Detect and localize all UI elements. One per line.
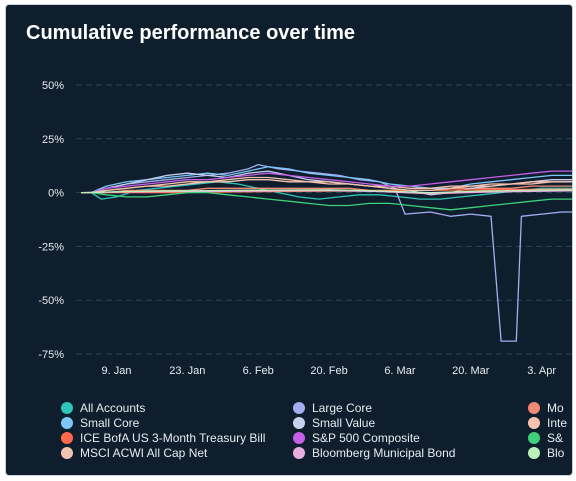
legend-swatch <box>293 401 305 414</box>
legend-swatch <box>61 416 73 429</box>
legend-item[interactable]: S& <box>528 430 563 445</box>
series-line-s-p-500-composite <box>81 170 572 194</box>
y-tick-label: 25% <box>42 134 64 146</box>
legend-label: MSCI ACWI All Cap Net <box>80 445 208 460</box>
legend-item[interactable]: Large Core <box>293 400 372 415</box>
x-tick-label: 6. Mar <box>384 365 416 377</box>
legend-item[interactable]: Blo <box>528 445 564 460</box>
legend-swatch <box>293 446 305 459</box>
chart-legend: All Accounts Large Core Mo Small Core Small … <box>6 395 572 465</box>
x-tick-label: 23. Jan <box>169 365 205 377</box>
legend-item[interactable]: Bloomberg Municipal Bond <box>293 445 455 460</box>
legend-swatch <box>61 446 73 459</box>
legend-swatch <box>528 446 540 459</box>
series-line-large-core <box>81 163 572 342</box>
y-tick-label: 50% <box>42 80 64 92</box>
legend-swatch <box>293 431 305 444</box>
series-line-all-accounts <box>81 181 572 200</box>
legend-label: Bloomberg Municipal Bond <box>312 445 456 460</box>
legend-item[interactable]: MSCI ACWI All Cap Net <box>61 445 207 460</box>
legend-swatch <box>61 401 73 414</box>
x-tick-label: 6. Feb <box>243 365 274 377</box>
series-line-blo <box>81 189 572 194</box>
legend-swatch <box>528 401 540 414</box>
legend-swatch <box>61 431 73 444</box>
series-line-msci-acwi-all-cap-net <box>81 176 572 194</box>
y-tick-label: -75% <box>38 349 64 361</box>
legend-item[interactable]: All Accounts <box>61 400 145 415</box>
legend-swatch <box>528 416 540 429</box>
legend-label: S&P 500 Composite <box>312 430 420 445</box>
y-tick-label: -25% <box>38 241 64 253</box>
chart-title: Cumulative performance over time <box>26 22 355 44</box>
x-tick-label: 20. Feb <box>310 365 347 377</box>
legend-item[interactable]: Mo <box>528 400 564 415</box>
x-tick-label: 3. Apr <box>527 365 556 377</box>
legend-label: All Accounts <box>80 400 146 415</box>
y-tick-label: 0% <box>48 188 64 200</box>
legend-label: ICE BofA US 3-Month Treasury Bill <box>80 430 266 445</box>
legend-item[interactable]: Small Core <box>61 415 139 430</box>
legend-swatch <box>528 431 540 444</box>
legend-item[interactable]: Inte <box>528 415 567 430</box>
series-line-mo <box>81 185 572 194</box>
legend-label: Small Core <box>80 415 140 430</box>
x-tick-label: 20. Mar <box>452 365 490 377</box>
series-line-s- <box>81 191 572 211</box>
legend-label: Blo <box>547 445 565 460</box>
legend-label: Mo <box>547 400 564 415</box>
legend-label: Large Core <box>312 400 373 415</box>
legend-item[interactable]: ICE BofA US 3-Month Treasury Bill <box>61 430 265 445</box>
chart-panel: Cumulative performance over time 50% 25% 0… <box>5 4 573 476</box>
legend-swatch <box>293 416 305 429</box>
legend-item[interactable]: S&P 500 Composite <box>293 430 420 445</box>
y-tick-label: -50% <box>38 295 64 307</box>
legend-label: Inte <box>547 415 568 430</box>
legend-item[interactable]: Small Value <box>293 415 375 430</box>
line-chart: 50% 25% 0% -25% -50% -75% 9. Jan 23. Jan 6. Feb 2… <box>38 80 572 377</box>
legend-label: Small Value <box>312 415 376 430</box>
x-tick-label: 9. Jan <box>102 365 132 377</box>
legend-label: S& <box>547 430 564 445</box>
